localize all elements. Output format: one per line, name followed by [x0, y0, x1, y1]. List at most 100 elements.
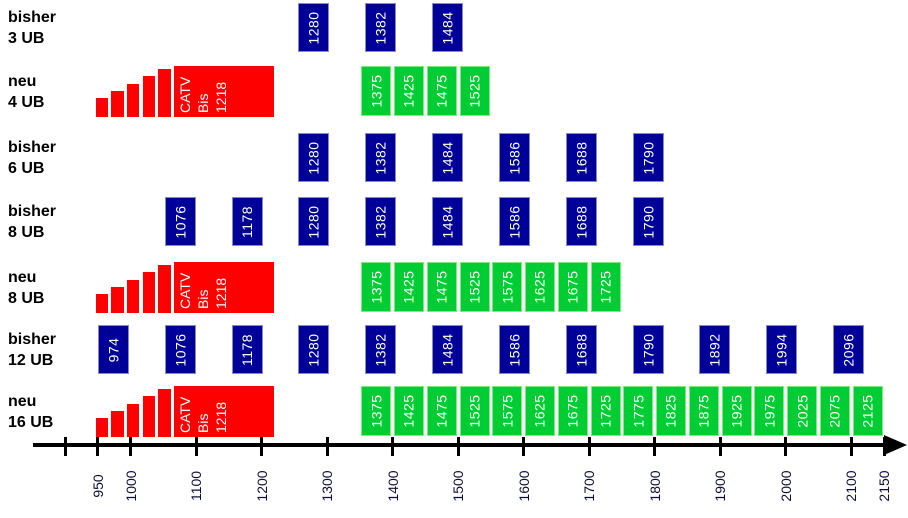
frequency-box: 1790	[632, 197, 664, 246]
axis-tick	[391, 437, 395, 456]
frequency-box-value: 1688	[573, 332, 590, 367]
frequency-box-value: 1586	[506, 204, 523, 239]
frequency-box-value: 1280	[305, 332, 322, 367]
row-label-bisher-3ub: bisher 3 UB	[8, 7, 88, 49]
frequency-box-value: 1375	[368, 74, 385, 108]
axis-tick	[260, 437, 264, 456]
frequency-box-value: 2025	[794, 394, 811, 428]
row-label-neu-4ub: neu 4 UB	[8, 71, 88, 113]
frequency-box: 1382	[365, 3, 397, 52]
axis-tick-label: 1000	[122, 470, 139, 502]
frequency-box: 1525	[459, 262, 490, 312]
frequency-box: 2096	[833, 325, 865, 374]
axis-tick-label: 1700	[581, 470, 598, 502]
frequency-box: 1675	[557, 262, 588, 312]
frequency-box-value: 2096	[840, 332, 857, 367]
frequency-box: 1625	[525, 386, 556, 436]
frequency-box: 1725	[590, 262, 621, 312]
frequency-box-value: 1625	[532, 270, 549, 304]
frequency-box-value: 1892	[706, 332, 723, 367]
catv-label-line: 1218	[213, 81, 229, 113]
frequency-box-value: 1382	[372, 204, 389, 239]
frequency-box-value: 1994	[773, 332, 790, 367]
frequency-box-value: 1575	[499, 394, 516, 428]
frequency-box-value: 1484	[439, 10, 456, 45]
frequency-box: 1975	[754, 386, 785, 436]
frequency-box-value: 1076	[172, 204, 189, 239]
frequency-box-value: 1425	[400, 394, 417, 428]
row-label-line: 4 UB	[8, 93, 45, 111]
frequency-box-value: 1475	[433, 74, 450, 108]
frequency-box-value: 1425	[400, 270, 417, 304]
axis-tick-label: 1900	[712, 470, 729, 502]
axis-tick	[718, 437, 722, 456]
frequency-box: 1280	[298, 325, 330, 374]
catv-ramp-bar	[95, 418, 108, 437]
frequency-box-value: 1375	[368, 394, 385, 428]
frequency-box: 1875	[688, 386, 719, 436]
frequency-box-value: 1925	[728, 394, 745, 428]
frequency-box-value: 1382	[372, 140, 389, 175]
frequency-box: 1892	[699, 325, 731, 374]
row-label-line: bisher	[8, 330, 57, 348]
frequency-box-value: 2075	[826, 394, 843, 428]
frequency-box-value: 1484	[439, 140, 456, 175]
row-label-line: bisher	[8, 8, 57, 26]
frequency-box-value: 1688	[573, 140, 590, 175]
axis-tick-label: 1500	[450, 470, 467, 502]
frequency-box: 1994	[766, 325, 798, 374]
row-label-line: neu	[8, 268, 37, 286]
catv-label-line: CATV	[177, 396, 193, 433]
frequency-box-value: 1425	[400, 74, 417, 108]
frequency-box-value: 1975	[761, 394, 778, 428]
frequency-box-value: 1725	[597, 270, 614, 304]
axis-tick	[653, 437, 657, 456]
catv-label-line: Bis	[195, 93, 211, 113]
frequency-box: 1586	[498, 197, 530, 246]
frequency-box: 1382	[365, 197, 397, 246]
axis-tick-label: 2000	[777, 470, 794, 502]
axis-tick	[63, 437, 67, 456]
frequency-box-value: 1475	[433, 270, 450, 304]
row-label-line: bisher	[8, 202, 57, 220]
axis-tick-label: 1100	[188, 470, 205, 502]
frequency-box-value: 1375	[368, 270, 385, 304]
catv-ramp-bar	[158, 69, 171, 117]
frequency-box: 2075	[819, 386, 850, 436]
row-label-neu-16ub: neu 16 UB	[8, 391, 88, 433]
row-label-bisher-8ub: bisher 8 UB	[8, 201, 88, 243]
catv-label-line: 1218	[213, 401, 229, 433]
frequency-box: 1484	[432, 133, 464, 182]
frequency-box-value: 1675	[564, 394, 581, 428]
frequency-box-value: 1178	[239, 205, 256, 238]
frequency-box: 1825	[656, 386, 687, 436]
frequency-box-value: 1586	[506, 140, 523, 175]
catv-ramp-bar	[142, 396, 155, 437]
frequency-box: 1625	[525, 262, 556, 312]
frequency-box: 1525	[459, 386, 490, 436]
catv-block	[174, 66, 274, 117]
frequency-box: 1675	[557, 386, 588, 436]
row-label-neu-8ub: neu 8 UB	[8, 267, 88, 309]
frequency-box: 1280	[298, 3, 330, 52]
frequency-box: 2125	[852, 386, 883, 436]
frequency-box: 1790	[632, 325, 664, 374]
frequency-box-value: 1790	[640, 140, 657, 175]
frequency-box: 1790	[632, 133, 664, 182]
catv-ramp-bar	[95, 294, 108, 313]
frequency-box-value: 1775	[630, 394, 647, 428]
catv-label-line: 1218	[213, 277, 229, 309]
row-label-line: 6 UB	[8, 159, 45, 177]
frequency-box: 1688	[565, 133, 597, 182]
frequency-box: 1076	[164, 197, 196, 246]
frequency-box: 1725	[590, 386, 621, 436]
frequency-box: 1586	[498, 133, 530, 182]
frequency-box-value: 1790	[640, 204, 657, 239]
frequency-box-value: 1575	[499, 270, 516, 304]
frequency-box: 974	[97, 325, 129, 374]
frequency-box: 1382	[365, 325, 397, 374]
frequency-box: 1475	[426, 262, 457, 312]
row-label-bisher-12ub: bisher 12 UB	[8, 329, 88, 371]
frequency-box: 1425	[393, 386, 424, 436]
